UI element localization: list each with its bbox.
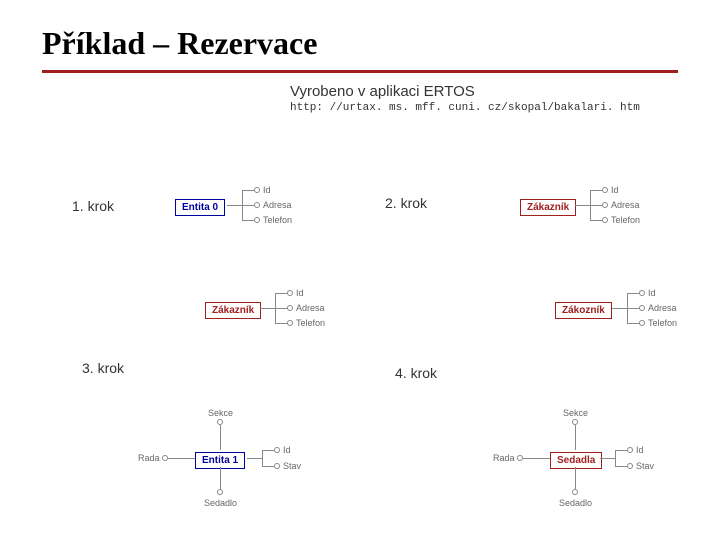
step4u-a1: Id — [648, 288, 656, 298]
title-rule — [42, 70, 678, 73]
step3-bot: Sedadlo — [204, 498, 237, 508]
step2-l1 — [590, 190, 602, 191]
step4-top: Sekce — [563, 408, 588, 418]
step2-label: 2. krok — [385, 195, 427, 211]
step4l-line — [600, 458, 615, 459]
step3-rb: Stav — [283, 461, 301, 471]
step4-conn-top — [575, 425, 576, 450]
step1-c1 — [254, 187, 260, 193]
step4-label: 4. krok — [395, 365, 437, 381]
step4-top-c — [572, 419, 578, 425]
step1-c3 — [254, 217, 260, 223]
step4-conn-left — [523, 458, 550, 459]
step3l-l2 — [262, 466, 274, 467]
step3-left-c — [162, 455, 168, 461]
step3u-l1 — [275, 293, 287, 294]
step3-upper-entity: Zákazník — [205, 300, 261, 319]
step4u-l3 — [627, 323, 639, 324]
step4u-a2: Adresa — [648, 303, 677, 313]
page-title: Příklad – Rezervace — [0, 0, 720, 62]
step1-attr3: Telefon — [263, 215, 292, 225]
step4-left: Rada — [493, 453, 515, 463]
step3l-line — [247, 458, 262, 459]
step3l-c1 — [274, 447, 280, 453]
step3u-a2: Adresa — [296, 303, 325, 313]
step4u-line — [612, 308, 627, 309]
step3u-l3 — [275, 323, 287, 324]
step1-l3 — [242, 220, 254, 221]
step2-l3 — [590, 220, 602, 221]
step4u-a3: Telefon — [648, 318, 677, 328]
step3-conn-left — [168, 458, 195, 459]
step3-rt: Id — [283, 445, 291, 455]
step4-bot-c — [572, 489, 578, 495]
step3-conn-top — [220, 425, 221, 450]
step4l-l1 — [615, 450, 627, 451]
step1-line — [227, 205, 242, 206]
step2-entity: Zákazník — [520, 197, 576, 216]
step1-attr2: Adresa — [263, 200, 292, 210]
step3-label: 3. krok — [82, 360, 124, 376]
step3u-line — [260, 308, 275, 309]
step3u-a1: Id — [296, 288, 304, 298]
step4u-c3 — [639, 320, 645, 326]
step4u-l2 — [627, 308, 639, 309]
step3-upper-box: Zákazník — [205, 302, 261, 319]
step3-left: Rada — [138, 453, 160, 463]
step1-l2 — [242, 205, 254, 206]
step4-conn-bot — [575, 467, 576, 489]
step3l-vline — [262, 450, 263, 466]
step2-c3 — [602, 217, 608, 223]
step1-c2 — [254, 202, 260, 208]
step2-c2 — [602, 202, 608, 208]
step3-top: Sekce — [208, 408, 233, 418]
step4-upper-entity: Zákozník — [555, 300, 612, 319]
step1-entity-box: Entita 0 — [175, 199, 225, 216]
step3-top-c — [217, 419, 223, 425]
subtitle: Vyrobeno v aplikaci ERTOS — [290, 83, 720, 100]
step1-entity: Entita 0 — [175, 197, 225, 216]
step4l-c1 — [627, 447, 633, 453]
step1-attr1: Id — [263, 185, 271, 195]
step2-c1 — [602, 187, 608, 193]
step2-l2 — [590, 205, 602, 206]
step2-attr1: Id — [611, 185, 619, 195]
step3u-c3 — [287, 320, 293, 326]
step2-line — [575, 205, 590, 206]
step4u-c1 — [639, 290, 645, 296]
step4u-l1 — [627, 293, 639, 294]
step1-l1 — [242, 190, 254, 191]
step4-bot: Sedadlo — [559, 498, 592, 508]
step2-entity-box: Zákazník — [520, 199, 576, 216]
step4l-vline — [615, 450, 616, 466]
step3l-c2 — [274, 463, 280, 469]
step4u-c2 — [639, 305, 645, 311]
step4-left-c — [517, 455, 523, 461]
step4-rb: Stav — [636, 461, 654, 471]
step4l-l2 — [615, 466, 627, 467]
step3-bot-c — [217, 489, 223, 495]
step4-lower-entity: Sedadla — [550, 450, 602, 469]
source-url: http: //urtax. ms. mff. cuni. cz/skopal/… — [290, 102, 720, 114]
step3u-c2 — [287, 305, 293, 311]
step3u-a3: Telefon — [296, 318, 325, 328]
step3-conn-bot — [220, 467, 221, 489]
step3u-l2 — [275, 308, 287, 309]
step2-attr2: Adresa — [611, 200, 640, 210]
step4-lower-box: Sedadla — [550, 452, 602, 469]
step1-label: 1. krok — [72, 198, 114, 214]
step2-attr3: Telefon — [611, 215, 640, 225]
step4-upper-box: Zákozník — [555, 302, 612, 319]
step3u-c1 — [287, 290, 293, 296]
step3l-l1 — [262, 450, 274, 451]
step4l-c2 — [627, 463, 633, 469]
step4-rt: Id — [636, 445, 644, 455]
